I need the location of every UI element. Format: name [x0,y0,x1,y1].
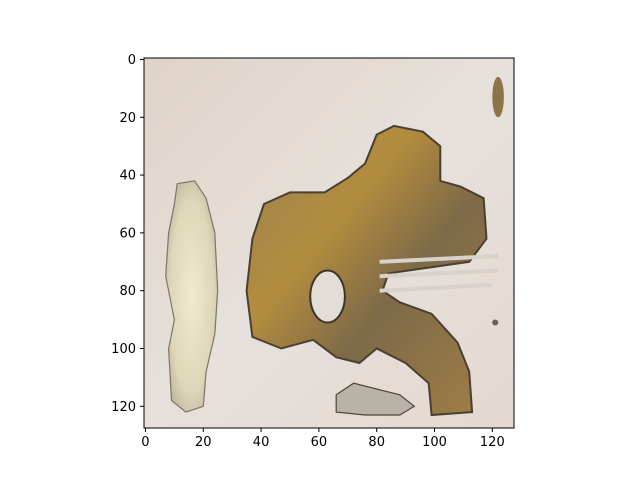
image-content [144,58,514,428]
y-tick-label: 40 [119,169,136,184]
x-tick-label: 60 [311,435,328,450]
y-tick-label: 100 [111,342,136,357]
x-tick-label: 80 [368,435,385,450]
blob-hole [309,269,346,324]
axes-frame [143,57,515,429]
y-tick-label: 80 [119,284,136,299]
y-tick-label: 0 [128,53,136,68]
x-tick-label: 120 [480,435,505,450]
y-tick-label: 60 [119,226,136,241]
x-tick-label: 40 [253,435,270,450]
bottom-smear-shape [335,382,416,416]
x-axis: 0 20 40 60 80 100 120 [141,428,505,450]
x-tick-label: 0 [141,435,149,450]
right-streak-shape [379,254,499,293]
image-axes: 0 20 40 60 80 100 120 0 20 40 60 80 100 120 [111,53,515,450]
x-tick-label: 100 [422,435,447,450]
top-right-mark [492,76,504,118]
x-tick-label: 20 [195,435,212,450]
y-tick-label: 20 [119,111,136,126]
y-tick-label: 120 [111,400,136,415]
left-blob-shape [165,180,219,413]
y-axis: 0 20 40 60 80 100 120 [111,53,144,415]
small-dot [492,319,499,326]
main-blob-shape [245,124,488,417]
